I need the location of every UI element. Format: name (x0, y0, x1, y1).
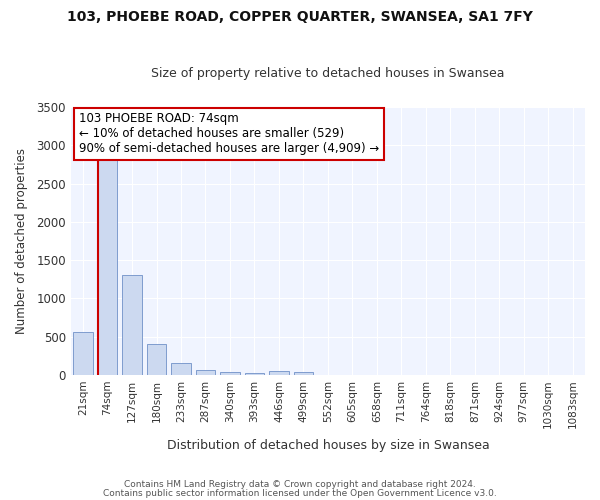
Title: Size of property relative to detached houses in Swansea: Size of property relative to detached ho… (151, 66, 505, 80)
Bar (269, 370, 289, 375)
Bar (196, 370, 215, 375)
Bar (293, 372, 313, 375)
Text: 103, PHOEBE ROAD, COPPER QUARTER, SWANSEA, SA1 7FY: 103, PHOEBE ROAD, COPPER QUARTER, SWANSE… (67, 10, 533, 24)
Bar (147, 344, 166, 375)
Bar (245, 374, 264, 375)
Bar (73, 332, 93, 375)
Bar (98, 152, 118, 375)
Bar (171, 362, 191, 375)
Bar (220, 372, 240, 375)
X-axis label: Distribution of detached houses by size in Swansea: Distribution of detached houses by size … (167, 440, 489, 452)
Text: Contains public sector information licensed under the Open Government Licence v3: Contains public sector information licen… (103, 488, 497, 498)
Text: 103 PHOEBE ROAD: 74sqm
← 10% of detached houses are smaller (529)
90% of semi-de: 103 PHOEBE ROAD: 74sqm ← 10% of detached… (79, 112, 379, 156)
Bar (122, 276, 142, 375)
Text: Contains HM Land Registry data © Crown copyright and database right 2024.: Contains HM Land Registry data © Crown c… (124, 480, 476, 489)
Y-axis label: Number of detached properties: Number of detached properties (15, 148, 28, 334)
